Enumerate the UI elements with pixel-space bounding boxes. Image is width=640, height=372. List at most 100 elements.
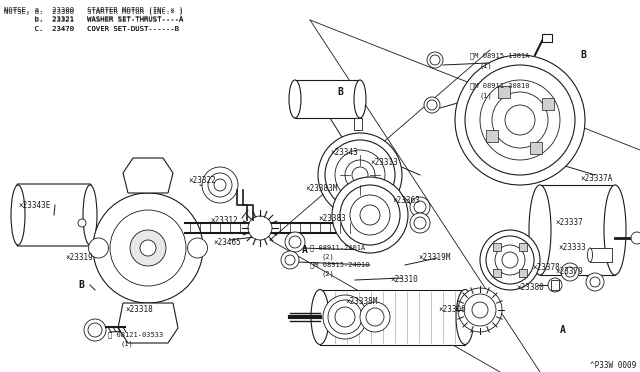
Text: (1): (1) xyxy=(480,92,493,99)
Polygon shape xyxy=(123,158,173,193)
Bar xyxy=(551,280,559,290)
Ellipse shape xyxy=(11,185,25,245)
Bar xyxy=(540,185,615,275)
Ellipse shape xyxy=(354,80,366,118)
Circle shape xyxy=(410,197,430,217)
Circle shape xyxy=(202,167,238,203)
Ellipse shape xyxy=(311,289,329,344)
Bar xyxy=(542,34,552,42)
Circle shape xyxy=(495,245,525,275)
Circle shape xyxy=(360,205,380,225)
Circle shape xyxy=(345,160,375,190)
Text: Ⓝ 08911-2401A: Ⓝ 08911-2401A xyxy=(310,245,365,251)
Text: (1): (1) xyxy=(120,341,132,347)
Text: NOTSE, a.  23300   STARTER MOTOR (INC.× ): NOTSE, a. 23300 STARTER MOTOR (INC.× ) xyxy=(4,8,184,15)
Text: C.  23470   COVER SET-DUST------B: C. 23470 COVER SET-DUST------B xyxy=(4,26,179,32)
Text: ×23465: ×23465 xyxy=(213,237,241,247)
Circle shape xyxy=(88,323,102,337)
Ellipse shape xyxy=(456,289,474,344)
Circle shape xyxy=(140,240,156,256)
Text: ×23319M: ×23319M xyxy=(418,253,451,263)
Text: (2): (2) xyxy=(322,271,335,277)
Circle shape xyxy=(410,213,430,233)
Text: b.  23321   WASHER SET-THRUST----A: b. 23321 WASHER SET-THRUST----A xyxy=(4,17,184,23)
Text: ①M 08915-1381A: ①M 08915-1381A xyxy=(470,52,529,59)
Text: ×23319: ×23319 xyxy=(65,253,93,262)
Circle shape xyxy=(590,277,600,287)
Circle shape xyxy=(328,300,362,334)
Bar xyxy=(493,243,501,251)
Ellipse shape xyxy=(83,185,97,245)
Text: ×23363: ×23363 xyxy=(392,196,420,205)
Circle shape xyxy=(480,80,560,160)
FancyBboxPatch shape xyxy=(17,184,91,246)
Circle shape xyxy=(548,278,562,292)
Circle shape xyxy=(285,255,295,265)
Text: (2): (2) xyxy=(322,254,335,260)
Bar xyxy=(486,130,499,142)
Circle shape xyxy=(472,302,488,318)
Text: Ⓑ 08121-03533: Ⓑ 08121-03533 xyxy=(108,332,163,338)
Circle shape xyxy=(110,210,186,286)
Text: ×23378: ×23378 xyxy=(532,263,560,273)
Text: B: B xyxy=(580,50,586,60)
Text: ×23318: ×23318 xyxy=(125,305,153,314)
Text: ①M 08915-24010: ①M 08915-24010 xyxy=(310,262,369,268)
Text: B: B xyxy=(78,280,84,290)
Ellipse shape xyxy=(588,248,593,262)
Circle shape xyxy=(130,230,166,266)
Circle shape xyxy=(335,150,385,200)
Text: ×23337: ×23337 xyxy=(555,218,583,227)
Text: ①M 08911-30810: ①M 08911-30810 xyxy=(470,82,529,89)
Circle shape xyxy=(325,140,395,210)
Bar xyxy=(354,118,362,130)
Circle shape xyxy=(208,173,232,197)
Bar xyxy=(541,98,554,110)
Text: C.  23470   COVER SET-DUST------B: C. 23470 COVER SET-DUST------B xyxy=(4,26,179,32)
Ellipse shape xyxy=(529,185,551,275)
Circle shape xyxy=(84,319,106,341)
Text: A: A xyxy=(560,325,566,335)
Circle shape xyxy=(414,201,426,213)
Circle shape xyxy=(360,302,390,332)
Circle shape xyxy=(281,251,299,269)
Bar xyxy=(590,248,612,262)
Text: A: A xyxy=(302,245,308,255)
Circle shape xyxy=(631,232,640,244)
Circle shape xyxy=(458,288,502,332)
Text: ×23322: ×23322 xyxy=(188,176,216,185)
Text: ×23310: ×23310 xyxy=(390,276,418,285)
Ellipse shape xyxy=(289,80,301,118)
Text: ×23306: ×23306 xyxy=(438,305,466,314)
Text: ×23383M: ×23383M xyxy=(305,183,337,192)
Circle shape xyxy=(248,216,272,240)
Circle shape xyxy=(502,252,518,268)
Circle shape xyxy=(465,65,575,175)
Circle shape xyxy=(188,238,207,258)
Bar xyxy=(320,290,465,345)
Text: ×23380: ×23380 xyxy=(516,283,544,292)
Text: ×23338M: ×23338M xyxy=(345,298,378,307)
Circle shape xyxy=(366,308,384,326)
Circle shape xyxy=(335,307,355,327)
Circle shape xyxy=(340,185,400,245)
Circle shape xyxy=(427,52,443,68)
Circle shape xyxy=(350,195,390,235)
Circle shape xyxy=(480,230,540,290)
Circle shape xyxy=(505,105,535,135)
Text: ×23343E: ×23343E xyxy=(18,201,51,209)
Bar xyxy=(519,269,527,277)
Circle shape xyxy=(464,294,496,326)
Circle shape xyxy=(289,236,301,248)
Polygon shape xyxy=(118,303,178,343)
Text: B: B xyxy=(337,87,343,97)
Circle shape xyxy=(323,295,367,339)
Ellipse shape xyxy=(604,185,626,275)
Text: ×23312: ×23312 xyxy=(210,215,237,224)
Text: NOTSE, a.  23300   STARTER MOTOR (INC.× ): NOTSE, a. 23300 STARTER MOTOR (INC.× ) xyxy=(4,6,184,13)
Circle shape xyxy=(78,219,86,227)
Circle shape xyxy=(88,238,109,258)
Circle shape xyxy=(565,267,575,277)
Circle shape xyxy=(424,97,440,113)
Text: ×23337A: ×23337A xyxy=(580,173,612,183)
